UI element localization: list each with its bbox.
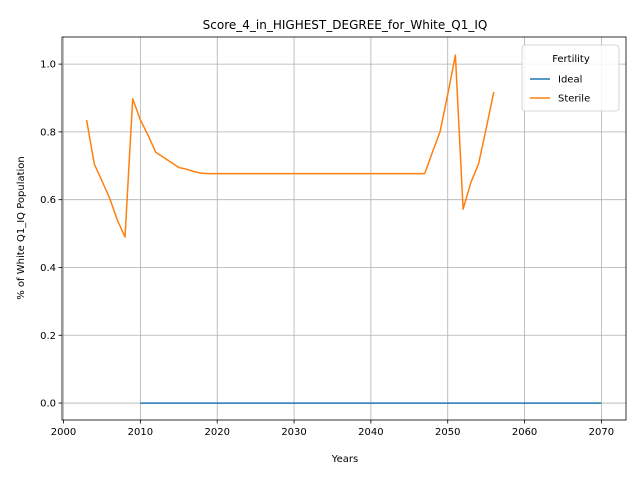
x-tick-label: 2060: [512, 427, 537, 438]
x-tick-label: 2040: [358, 427, 383, 438]
x-tick-label: 2010: [128, 427, 153, 438]
grid-lines: [62, 37, 626, 420]
legend-title: Fertility: [552, 54, 590, 65]
y-tick-label: 0.8: [40, 127, 56, 138]
plot-frame: [61, 36, 627, 421]
legend-entries: Ideal Sterile: [530, 75, 590, 105]
y-tick-label: 0.2: [40, 331, 56, 342]
y-tick-label: 0.4: [40, 263, 56, 274]
x-tick-label: 2070: [589, 427, 614, 438]
chart-title: Score_4_in_HIGHEST_DEGREE_for_White_Q1_I…: [203, 18, 488, 32]
x-tick-label: 2050: [435, 427, 460, 438]
x-axis: 2000 2010 2020 2030 2040 2050 2060 2070: [51, 420, 614, 438]
legend-label-sterile: Sterile: [558, 94, 590, 105]
x-tick-label: 2000: [51, 427, 76, 438]
series-line-sterile: [85, 54, 495, 238]
y-axis: 0.0 0.2 0.4 0.6 0.8 1.0: [40, 60, 62, 410]
legend-box: [521, 44, 620, 112]
x-tick-label: 2020: [204, 427, 229, 438]
y-axis-title: % of White Q1_IQ Population: [16, 156, 27, 300]
x-axis-title: Years: [331, 454, 358, 465]
legend: Fertility Ideal Sterile: [521, 44, 620, 112]
series-lines: [85, 54, 602, 404]
y-tick-label: 0.0: [40, 399, 56, 410]
legend-label-ideal: Ideal: [558, 75, 582, 86]
x-tick-label: 2030: [281, 427, 306, 438]
y-tick-label: 1.0: [40, 60, 56, 71]
y-tick-label: 0.6: [40, 195, 56, 206]
